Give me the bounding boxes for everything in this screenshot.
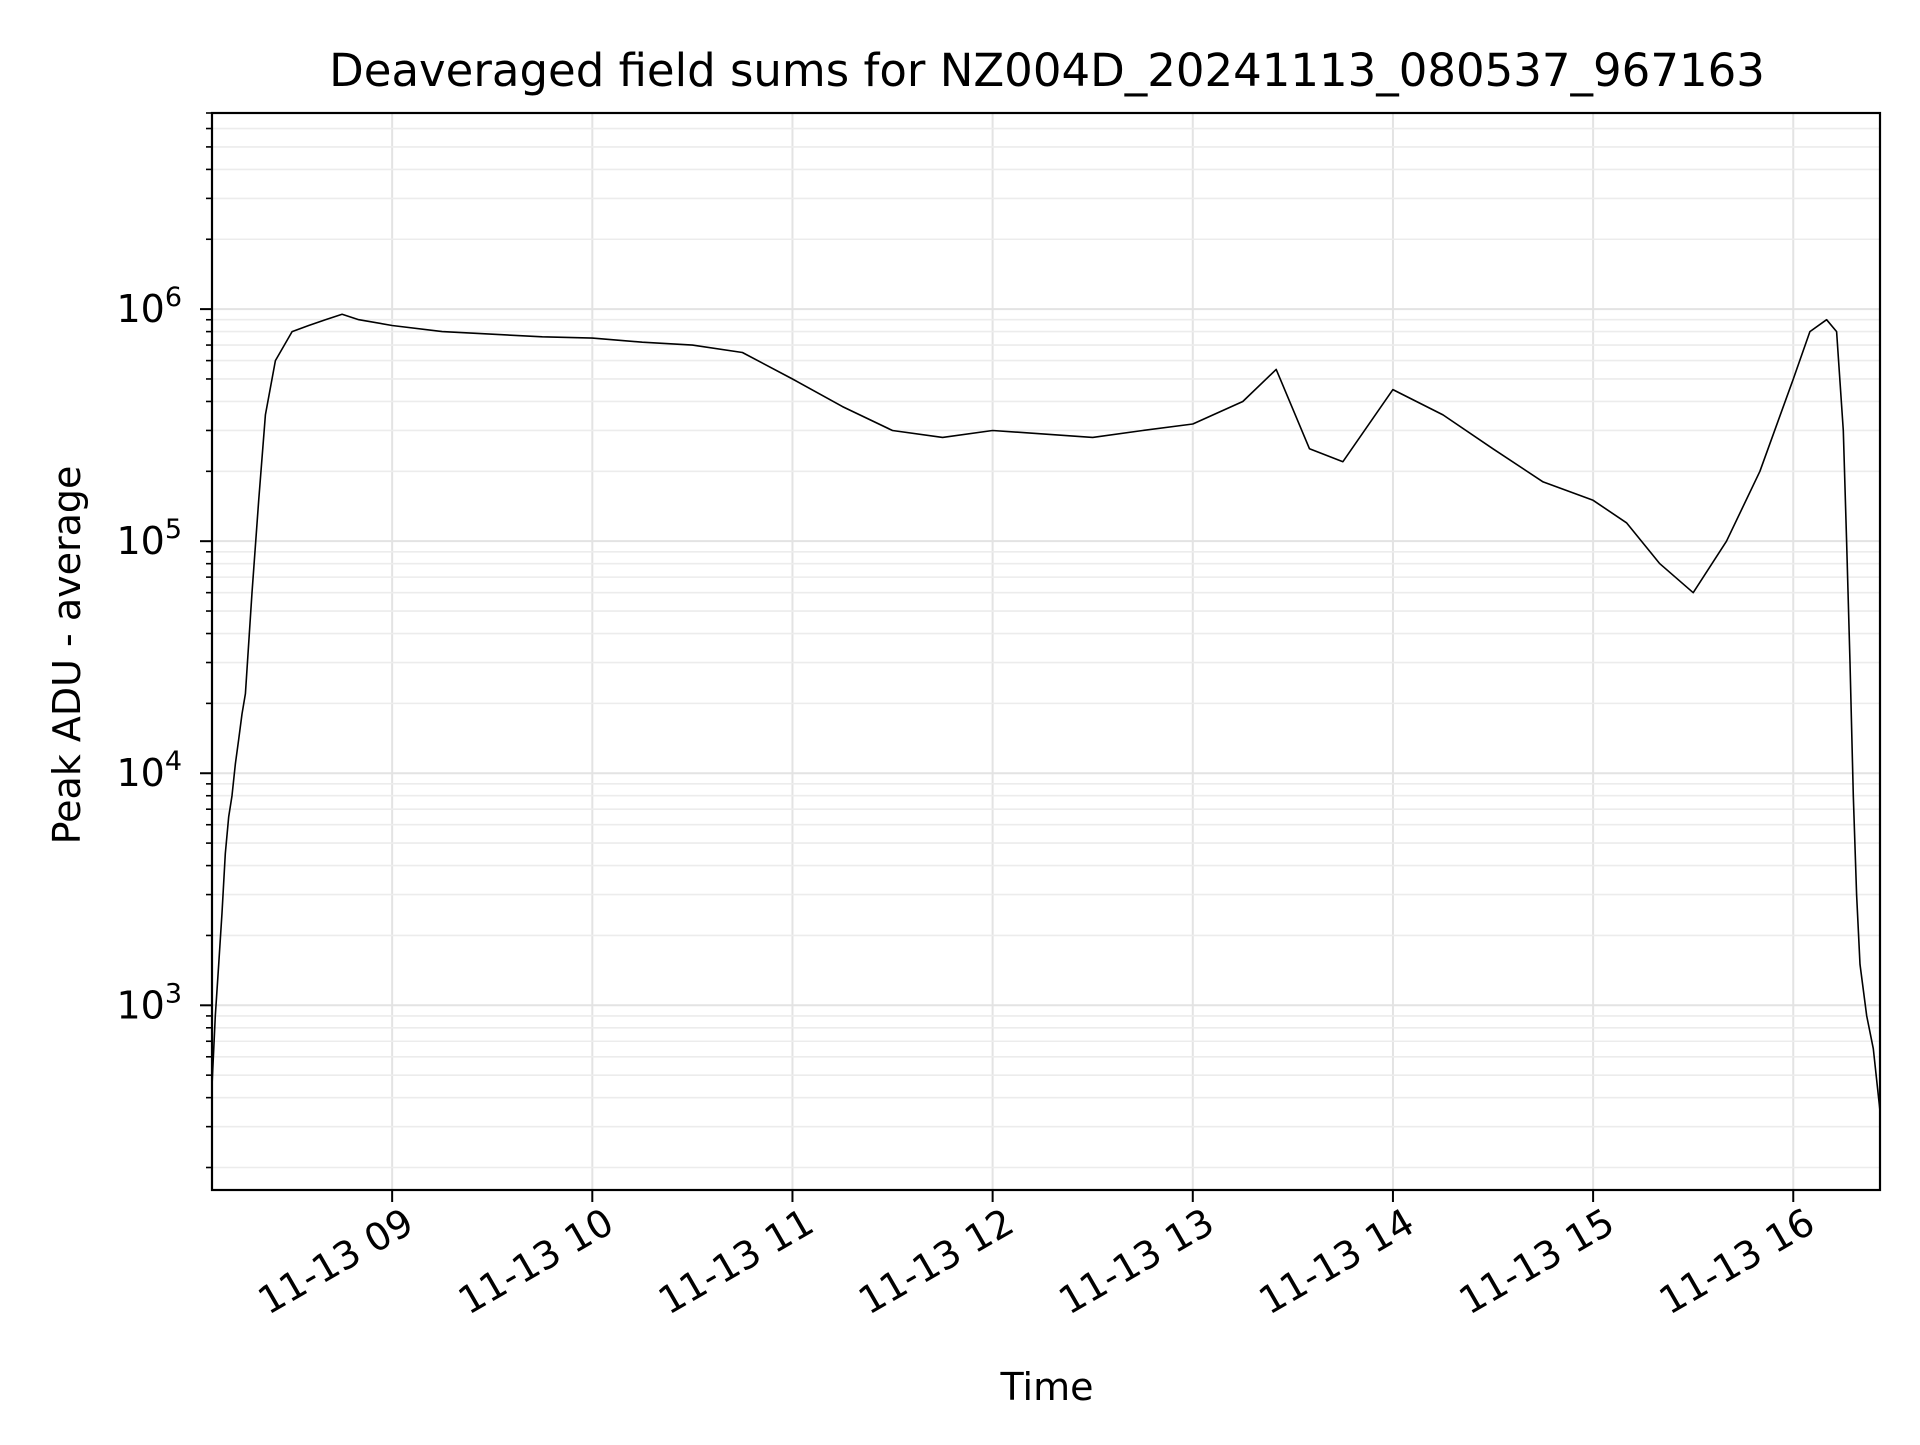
- plot-frame: [210, 111, 1882, 1192]
- chart-title: Deaveraged field sums for NZ004D_2024111…: [329, 44, 1765, 97]
- series-line-0: [211, 313, 1881, 1112]
- y-tick-label: 106: [116, 282, 182, 331]
- grid: [212, 112, 1880, 1190]
- y-tick-label: 104: [116, 746, 182, 795]
- y-axis-label: Peak ADU - average: [45, 466, 89, 845]
- y-tick-label: 103: [116, 978, 182, 1027]
- y-tick-label: 105: [116, 514, 182, 563]
- x-axis-label: Time: [1000, 1365, 1094, 1409]
- series-layer: [211, 313, 1881, 1112]
